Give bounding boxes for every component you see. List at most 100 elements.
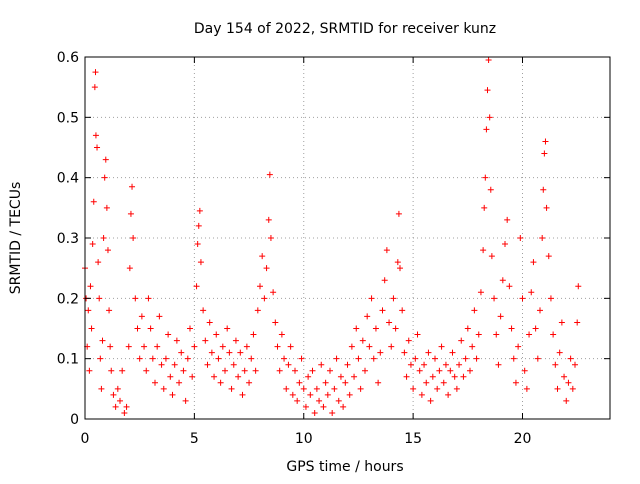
data-point: [101, 174, 108, 181]
x-tick-label: 20: [514, 431, 532, 447]
data-point: [563, 397, 570, 404]
data-point: [136, 355, 143, 362]
data-point: [471, 307, 478, 314]
data-point: [132, 295, 139, 302]
chart-title: Day 154 of 2022, SRMTID for receiver kun…: [194, 21, 496, 37]
data-point: [311, 409, 318, 416]
data-point: [283, 385, 290, 392]
data-point: [521, 367, 528, 374]
data-point: [250, 331, 257, 338]
data-point: [243, 343, 250, 350]
data-point: [487, 186, 494, 193]
data-point: [261, 295, 268, 302]
data-point: [248, 355, 255, 362]
data-point: [296, 379, 303, 386]
data-point: [202, 337, 209, 344]
data-point: [397, 265, 403, 272]
data-point: [344, 361, 351, 368]
data-point: [154, 343, 161, 350]
data-point: [281, 355, 288, 362]
data-point: [107, 343, 114, 350]
data-point: [327, 367, 333, 374]
data-point: [272, 319, 279, 326]
data-point: [287, 343, 294, 350]
y-tick-label: 0.4: [57, 171, 79, 187]
data-point: [539, 235, 546, 241]
data-point: [451, 373, 458, 380]
data-point: [390, 295, 397, 302]
data-point: [270, 289, 277, 296]
data-point: [370, 355, 377, 362]
data-point: [491, 295, 498, 302]
data-point: [337, 373, 344, 380]
data-point: [187, 325, 193, 332]
axis-ticks: 0 0.1 0.2 0.3 0.4 0.5 0.6 0 5 10 15 20: [57, 50, 610, 447]
data-point: [97, 355, 104, 362]
data-point: [204, 361, 211, 368]
data-point: [515, 343, 522, 350]
data-point: [232, 337, 239, 344]
data-point: [379, 307, 386, 314]
data-point: [125, 343, 132, 350]
data-point: [569, 385, 576, 392]
data-point: [215, 355, 222, 362]
data-point: [456, 361, 463, 368]
data-point: [528, 289, 535, 296]
data-point: [85, 307, 92, 314]
data-point: [449, 349, 456, 356]
data-point: [572, 361, 578, 368]
x-axis-label: GPS time / hours: [286, 459, 403, 475]
data-point: [575, 283, 582, 290]
data-point: [410, 385, 417, 392]
data-point: [357, 385, 364, 392]
data-point: [405, 337, 412, 344]
data-point: [486, 114, 493, 121]
data-point: [574, 319, 581, 326]
data-point: [197, 259, 204, 266]
data-point: [121, 409, 128, 416]
data-point: [453, 385, 460, 392]
data-point: [442, 361, 449, 368]
data-point: [346, 391, 353, 398]
data-point: [147, 325, 154, 332]
data-point: [320, 403, 327, 410]
data-point: [89, 241, 96, 248]
data-point: [348, 343, 355, 350]
data-point: [141, 343, 148, 350]
data-point: [195, 222, 202, 229]
data-point: [561, 373, 568, 380]
data-point: [340, 403, 347, 410]
data-point: [469, 343, 476, 350]
data-point: [342, 379, 349, 386]
data-point: [512, 379, 519, 386]
data-point: [184, 355, 191, 362]
data-point: [526, 331, 533, 338]
data-point: [106, 307, 113, 314]
data-point: [547, 295, 554, 302]
data-point: [388, 343, 395, 350]
data-point: [152, 379, 158, 386]
y-tick-label: 0: [70, 412, 79, 428]
data-point: [414, 331, 421, 338]
data-point: [550, 331, 557, 338]
data-point: [130, 235, 137, 241]
data-point: [329, 409, 336, 416]
data-point: [276, 367, 283, 374]
data-point: [213, 331, 220, 338]
data-point: [558, 319, 565, 326]
data-point: [540, 186, 547, 193]
data-point: [458, 337, 465, 344]
data-point: [110, 391, 117, 398]
data-point: [377, 349, 384, 356]
data-point: [543, 204, 550, 211]
data-point: [169, 391, 176, 398]
data-point: [95, 259, 102, 266]
data-point: [237, 349, 244, 356]
data-point: [362, 367, 368, 374]
data-point: [230, 361, 237, 368]
data-point: [545, 253, 552, 260]
data-point: [265, 216, 272, 223]
data-point: [477, 289, 484, 296]
data-point: [499, 277, 506, 284]
